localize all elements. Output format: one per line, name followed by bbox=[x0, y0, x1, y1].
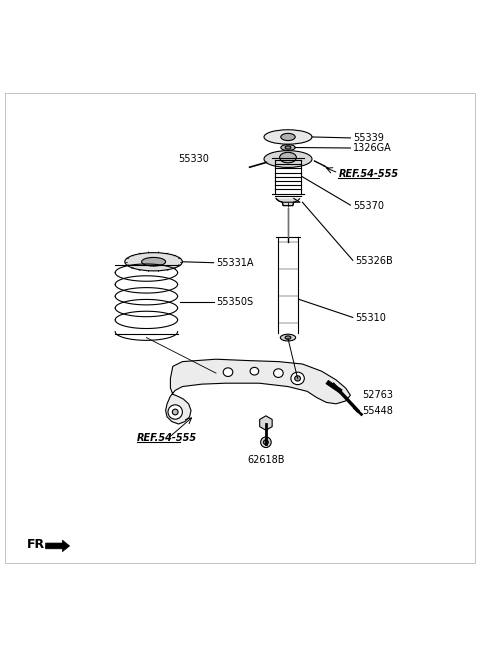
Polygon shape bbox=[166, 359, 350, 424]
Ellipse shape bbox=[172, 409, 178, 415]
Ellipse shape bbox=[142, 257, 166, 266]
Ellipse shape bbox=[295, 376, 300, 381]
Text: 1326GA: 1326GA bbox=[353, 143, 392, 153]
Text: FR.: FR. bbox=[26, 539, 49, 552]
Ellipse shape bbox=[280, 335, 296, 341]
Ellipse shape bbox=[168, 405, 182, 419]
Text: 55339: 55339 bbox=[353, 133, 384, 143]
Ellipse shape bbox=[264, 151, 312, 167]
Polygon shape bbox=[260, 416, 272, 430]
Ellipse shape bbox=[281, 133, 295, 140]
Text: REF.54-555: REF.54-555 bbox=[137, 434, 197, 443]
Ellipse shape bbox=[223, 368, 233, 377]
Ellipse shape bbox=[285, 336, 291, 339]
Text: 55448: 55448 bbox=[362, 406, 393, 416]
Text: 55331A: 55331A bbox=[216, 258, 253, 268]
Ellipse shape bbox=[279, 152, 296, 163]
Ellipse shape bbox=[285, 146, 291, 149]
Text: 55330: 55330 bbox=[178, 154, 209, 164]
Ellipse shape bbox=[261, 437, 271, 447]
Text: 52763: 52763 bbox=[362, 390, 394, 400]
Polygon shape bbox=[276, 198, 300, 205]
Text: 62618B: 62618B bbox=[247, 455, 285, 464]
Text: 55310: 55310 bbox=[355, 314, 386, 323]
Text: 55350S: 55350S bbox=[216, 297, 253, 306]
Ellipse shape bbox=[264, 130, 312, 144]
Text: 55326B: 55326B bbox=[355, 256, 393, 266]
Text: REF.54-555: REF.54-555 bbox=[338, 169, 398, 179]
Ellipse shape bbox=[264, 440, 268, 445]
Ellipse shape bbox=[291, 372, 304, 384]
Polygon shape bbox=[46, 540, 70, 552]
Ellipse shape bbox=[250, 367, 259, 375]
Ellipse shape bbox=[125, 253, 182, 271]
Ellipse shape bbox=[281, 144, 295, 150]
Ellipse shape bbox=[274, 369, 283, 377]
Text: 55370: 55370 bbox=[353, 201, 384, 211]
